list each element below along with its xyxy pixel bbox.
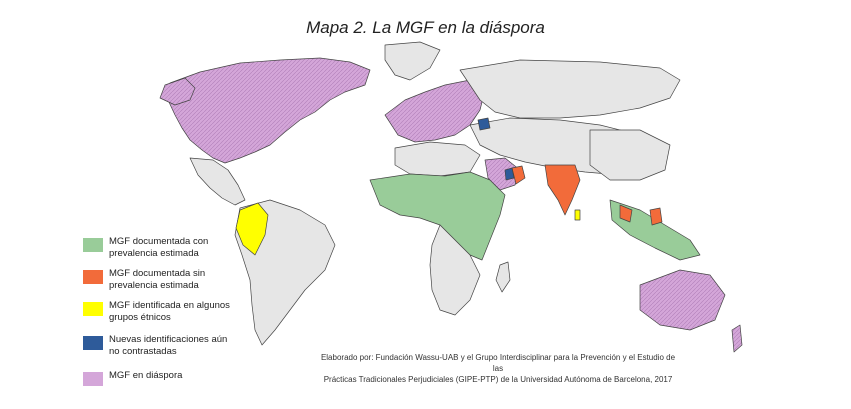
region-philippines (649, 207, 663, 226)
region-india (544, 164, 581, 216)
credits-line-1: Elaborado por: Fundación Wassu-UAB y el … (320, 353, 676, 373)
region-new-zealand (731, 324, 743, 353)
map-title: Mapa 2. La MGF en la diáspora (306, 18, 545, 37)
region-madagascar (495, 261, 511, 293)
legend-item-documented-prevalence: MGF documentada con prevalencia estimada (83, 236, 233, 260)
region-greenland (384, 41, 441, 81)
region-mexico (189, 157, 246, 206)
legend-item-documented-no-prevalence: MGF documentada sin prevalencia estimada (83, 268, 233, 292)
legend-swatch-yellow (83, 302, 103, 316)
legend-swatch-green (83, 238, 103, 252)
region-north-america (167, 57, 371, 164)
region-iran (504, 167, 515, 181)
region-russia (459, 59, 681, 119)
legend-swatch-orange (83, 270, 103, 284)
region-arabia (484, 157, 521, 191)
region-australia (639, 269, 726, 331)
map-credits: Elaborado por: Fundación Wassu-UAB y el … (318, 352, 678, 385)
legend-label: MGF documentada sin prevalencia estimada (109, 268, 206, 291)
region-colombia (235, 202, 269, 256)
region-east-asia (589, 129, 671, 181)
legend-label: MGF documentada con prevalencia estimada (109, 236, 209, 259)
region-alaska (159, 77, 196, 106)
region-malaysia (619, 204, 633, 223)
legend-swatch-blue (83, 336, 103, 350)
legend-swatch-diaspora (83, 372, 103, 386)
legend-item-ethnic-groups: MGF identificada en algunos grupos étnic… (83, 300, 233, 324)
region-sri-lanka (574, 209, 581, 221)
legend-item-new-identifications: Nuevas identificaciones aún no contrasta… (83, 334, 233, 358)
legend-label: MGF identificada en algunos grupos étnic… (109, 300, 230, 323)
legend-label: Nuevas identificaciones aún no contrasta… (109, 334, 228, 357)
region-north-africa (394, 141, 481, 177)
region-southern-africa (429, 224, 481, 316)
legend-label: MGF en diáspora (109, 370, 183, 381)
region-caucasus (477, 117, 491, 131)
legend-item-diaspora: MGF en diáspora (83, 370, 182, 386)
region-africa-belt (369, 171, 506, 261)
region-oman (511, 165, 526, 185)
region-europe (384, 79, 486, 143)
credits-line-2: Prácticas Tradicionales Perjudiciales (G… (323, 375, 673, 384)
